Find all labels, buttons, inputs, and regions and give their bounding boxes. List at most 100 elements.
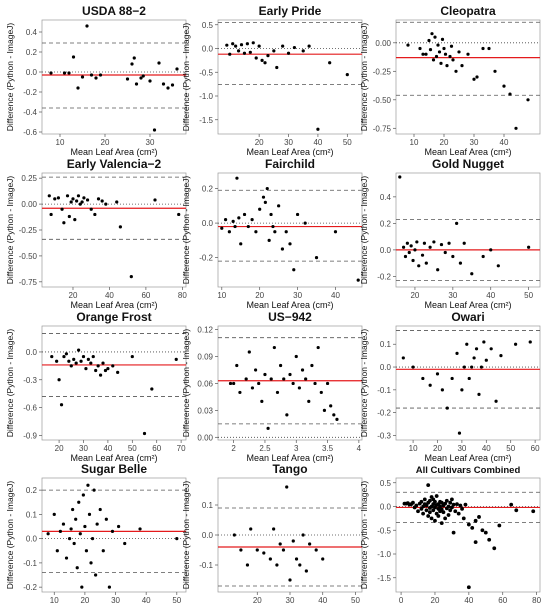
data-point <box>431 58 436 62</box>
data-point <box>79 359 83 363</box>
panel-title: Cleopatra <box>440 4 496 18</box>
x-axis-label: Mean Leaf Area (cm²) <box>246 453 333 463</box>
data-point <box>502 84 506 88</box>
data-point <box>228 52 232 56</box>
data-point <box>81 354 86 359</box>
data-point <box>80 200 84 204</box>
panel-title: Early Valencia−2 <box>67 157 162 171</box>
data-point <box>98 73 103 77</box>
panel-6: Gold Nugget -0.2 0.0 0.2 0.4 20 30 40 50 Mean Lea… <box>359 157 541 310</box>
data-point <box>303 221 307 225</box>
data-point <box>116 370 120 374</box>
y-axis-label: Difference (Python - ImageJ) <box>359 481 369 590</box>
data-point <box>489 347 493 351</box>
y-axis-label: Difference (Python - ImageJ) <box>5 23 15 132</box>
data-point <box>434 54 439 59</box>
x-tick-label: 2.5 <box>259 444 271 453</box>
data-point <box>285 413 289 417</box>
data-point <box>466 52 470 56</box>
data-point <box>233 224 237 229</box>
data-point <box>415 240 419 244</box>
x-tick-label: 30 <box>79 444 88 453</box>
x-tick-label: 70 <box>177 444 186 453</box>
panel-title: Early Pride <box>259 4 322 18</box>
y-tick-label: -0.2 <box>377 272 391 281</box>
plot-area <box>42 333 186 436</box>
x-axis-label: Mean Leaf Area (cm²) <box>246 147 333 157</box>
data-point <box>477 515 481 519</box>
y-axis-label: Difference (Python - ImageJ) <box>181 23 191 132</box>
data-point <box>85 24 89 28</box>
data-point <box>231 219 235 223</box>
data-point <box>417 264 421 268</box>
data-point <box>460 506 464 511</box>
data-point <box>71 55 76 59</box>
data-point <box>448 508 453 513</box>
y-axis-label: Difference (Python - ImageJ) <box>359 23 369 132</box>
x-tick-label: 30 <box>457 444 466 453</box>
data-point <box>96 364 100 368</box>
data-point <box>443 516 448 521</box>
data-point <box>431 508 436 513</box>
data-point <box>93 212 97 217</box>
data-point <box>245 563 250 567</box>
x-tick-label: 20 <box>101 138 110 147</box>
data-point <box>466 522 471 527</box>
data-point <box>307 44 311 48</box>
x-tick-label: 20 <box>433 444 442 453</box>
plot-frame <box>41 477 187 593</box>
data-point <box>98 507 102 512</box>
data-point <box>239 43 244 47</box>
data-point <box>297 386 301 390</box>
plot-area <box>218 176 362 282</box>
data-point <box>273 230 277 234</box>
data-point <box>294 557 299 561</box>
data-point <box>235 176 239 180</box>
data-point <box>47 194 51 198</box>
y-tick-label: 0.2 <box>380 219 392 228</box>
x-tick-label: 40 <box>486 291 495 300</box>
data-point <box>125 77 130 81</box>
data-point <box>434 494 439 498</box>
data-point <box>157 61 161 65</box>
panel-10: Sugar Belle-0.2-0.10.00.10.21020304050Me… <box>5 462 187 611</box>
data-point <box>332 413 336 417</box>
x-tick-label: 20 <box>253 596 262 605</box>
data-point <box>433 518 437 523</box>
data-point <box>455 221 459 225</box>
data-point <box>422 497 427 502</box>
panel-9: Owari -0.3 -0.2 -0.1 0.0 0.1 10 20 30 40 50 60 Mean … <box>359 310 541 463</box>
data-point <box>80 585 84 589</box>
data-point <box>260 399 264 404</box>
data-point <box>115 200 119 204</box>
y-axis-label: Difference (Python - ImageJ) <box>181 176 191 285</box>
data-point <box>322 408 327 412</box>
data-point <box>437 50 442 54</box>
data-point <box>129 275 133 279</box>
data-point <box>418 46 422 51</box>
data-point <box>460 64 464 68</box>
data-point <box>482 340 486 344</box>
data-point <box>439 500 444 505</box>
data-point <box>308 542 312 546</box>
data-point <box>231 42 235 46</box>
x-axis-label: Mean Leaf Area (cm²) <box>424 300 511 310</box>
data-point <box>356 278 360 282</box>
data-point <box>406 43 410 47</box>
data-point <box>456 511 461 516</box>
data-point <box>420 253 425 257</box>
x-tick-label: 20 <box>55 444 64 453</box>
y-tick-label: -0.6 <box>23 128 37 137</box>
plot-area <box>42 483 186 589</box>
data-point <box>483 530 488 535</box>
data-point <box>295 212 300 217</box>
x-tick-label: 50 <box>506 444 515 453</box>
data-point <box>313 381 317 386</box>
data-point <box>245 42 249 46</box>
x-tick-label: 40 <box>142 596 151 605</box>
y-tick-label: 0.1 <box>26 510 38 519</box>
data-point <box>489 248 493 252</box>
data-point <box>46 532 50 536</box>
panel-title: Tango <box>272 462 307 476</box>
